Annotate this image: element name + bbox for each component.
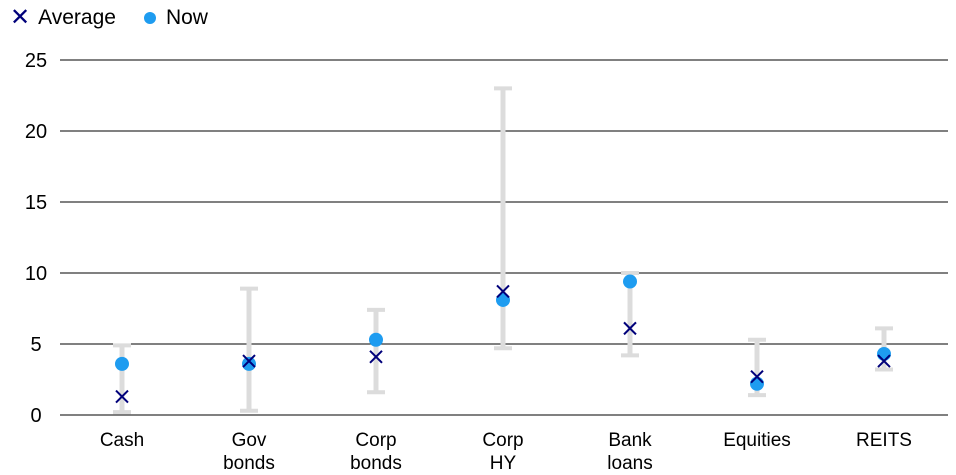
average-point — [496, 284, 510, 299]
average-point — [242, 354, 256, 368]
y-tick-label: 20 — [25, 121, 47, 143]
legend: ✕ Average Now — [10, 6, 236, 30]
legend-label-average: Average — [38, 6, 116, 29]
y-tick-label: 5 — [30, 334, 41, 356]
now-point — [877, 346, 891, 361]
average-point — [369, 350, 383, 364]
now-point — [369, 332, 383, 347]
x-category-label: Bank loans — [607, 430, 652, 474]
now-point — [623, 274, 637, 289]
dot-marker-icon — [143, 12, 156, 24]
y-tick-label: 25 — [25, 50, 47, 72]
now-point — [242, 356, 256, 371]
x-category-label: Cash — [100, 430, 144, 451]
average-point — [115, 389, 129, 404]
x-category-label: REITS — [856, 430, 912, 451]
x-category-label: Corp HY — [482, 430, 523, 474]
now-point — [496, 292, 510, 307]
x-category-label: Corp bonds — [350, 430, 402, 474]
legend-item-now: Now — [143, 6, 208, 30]
x-category-label: Equities — [723, 430, 791, 451]
y-tick-label: 15 — [25, 192, 47, 214]
x-marker-icon: ✕ — [10, 4, 31, 31]
average-point — [623, 321, 637, 336]
x-category-label: Gov bonds — [223, 430, 275, 474]
legend-item-average: ✕ Average — [10, 6, 116, 30]
average-point — [877, 354, 891, 368]
legend-label-now: Now — [165, 6, 208, 29]
now-point — [750, 376, 764, 391]
now-point — [115, 356, 129, 371]
y-tick-label: 0 — [30, 405, 41, 427]
average-point — [750, 369, 764, 384]
y-tick-label: 10 — [25, 263, 47, 285]
